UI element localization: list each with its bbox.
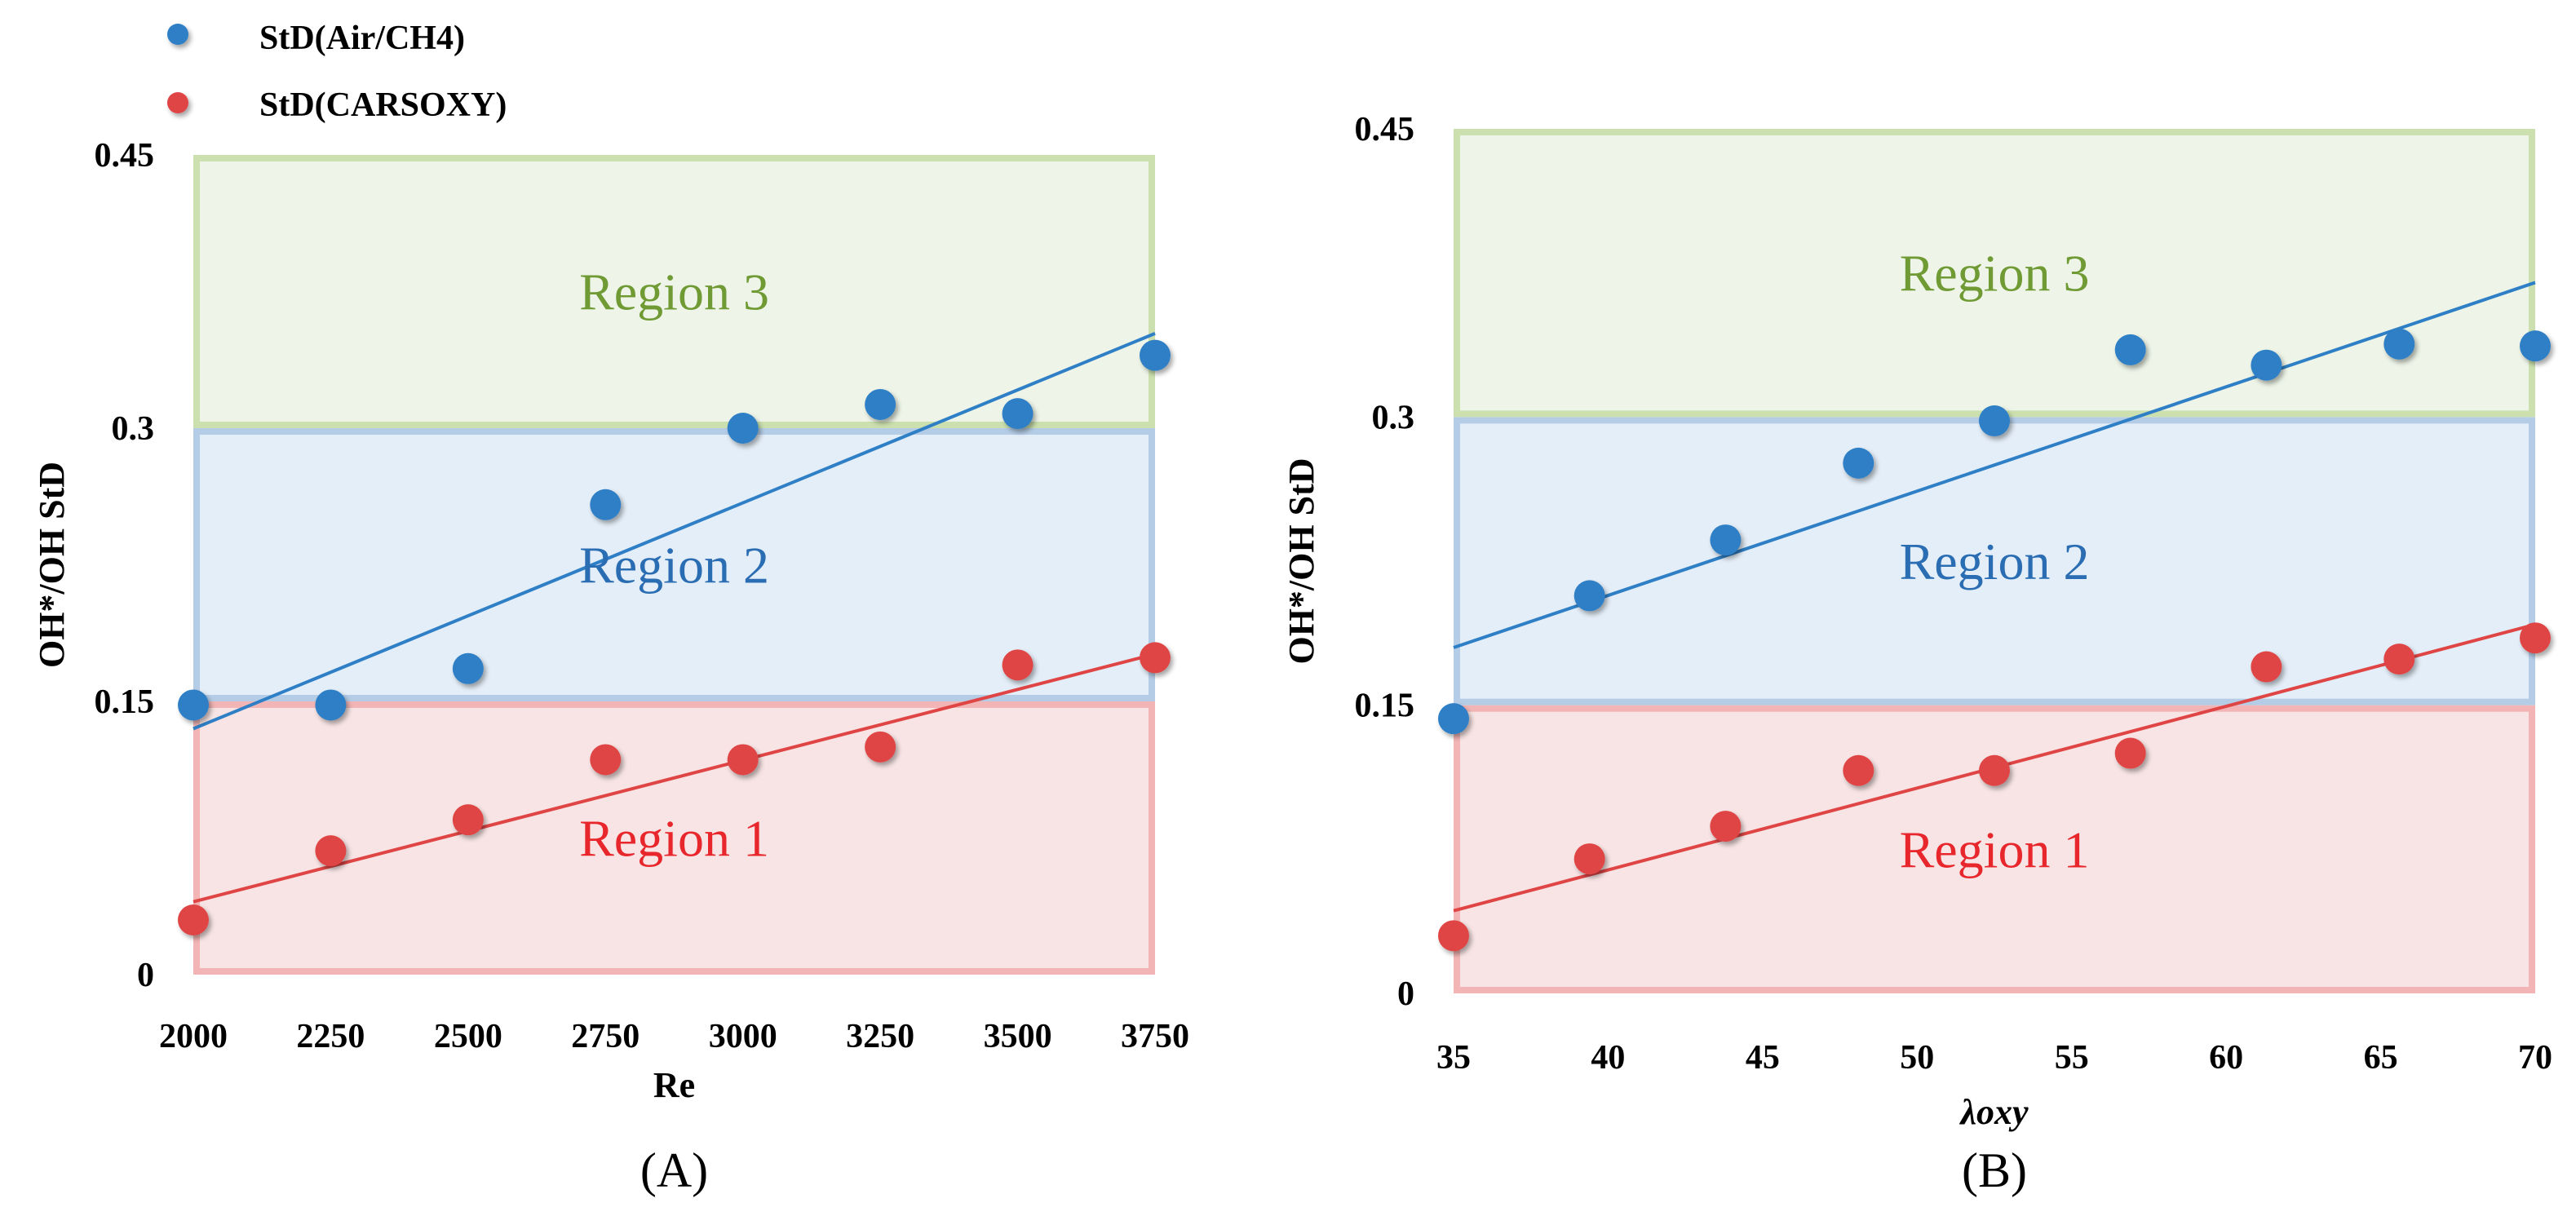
y-axis-title: OH*/OH StD	[1281, 458, 1321, 664]
trendline-blue	[1453, 281, 2536, 649]
data-point-red	[2383, 643, 2415, 675]
x-tick-label: 60	[2209, 1039, 2243, 1077]
data-point-blue	[727, 413, 759, 444]
x-tick-label: 3500	[984, 1018, 1052, 1055]
data-point-blue	[1438, 703, 1469, 735]
data-point-red	[315, 835, 347, 867]
data-point-red	[590, 744, 622, 776]
region-3-label: Region 3	[579, 263, 769, 321]
data-point-blue	[452, 652, 484, 684]
data-point-blue	[590, 489, 622, 520]
y-axis-title: OH*/OH StD	[32, 462, 72, 668]
y-tick-label: 0.45	[1355, 111, 1415, 148]
trendline-red	[193, 652, 1156, 904]
data-point-blue	[865, 388, 896, 420]
x-tick-label: 65	[2364, 1039, 2398, 1077]
data-point-blue	[1573, 580, 1605, 612]
x-tick-label: 3750	[1121, 1018, 1189, 1055]
labels-a: Region 1 Region 2 Region 3	[579, 263, 769, 868]
x-tick-label: 40	[1591, 1039, 1625, 1077]
x-tick-label: 2250	[296, 1018, 365, 1055]
data-point-blue	[2114, 334, 2146, 365]
data-point-red	[1843, 754, 1874, 786]
data-point-blue	[1979, 405, 2010, 437]
data-point-red	[1573, 843, 1605, 875]
axes-a: 0 0.15 0.3 0.45 2000 2250 2500 2750 3000 3250 3500…	[32, 137, 1189, 1197]
region-2-box	[1454, 417, 2535, 705]
data-point-blue	[1710, 524, 1742, 556]
data-point-blue	[1002, 398, 1033, 430]
region-2-label: Region 2	[1900, 533, 2090, 590]
data-point-red	[865, 731, 896, 763]
data-point-red	[1140, 642, 1171, 674]
data-point-red	[1438, 920, 1469, 952]
data-point-red	[2520, 622, 2551, 654]
trendlines-a	[193, 332, 1156, 904]
data-point-red	[2114, 737, 2146, 769]
y-tick-label: 0.15	[95, 683, 155, 721]
data-point-blue	[178, 689, 209, 721]
points-a	[178, 339, 1171, 935]
data-point-blue	[2251, 349, 2282, 381]
data-point-red	[178, 904, 209, 935]
regions-a	[193, 155, 1155, 975]
panel-caption: (A)	[640, 1143, 708, 1197]
legend-label-air-ch4: StD(Air/CH4)	[259, 20, 465, 57]
region-1-box	[193, 701, 1155, 975]
y-tick-label: 0	[1397, 975, 1414, 1013]
x-tick-label: 35	[1436, 1039, 1471, 1077]
axes-b: 0 0.15 0.3 0.45 35 40 45 50 55 60 65 70 OH*/OH StD λo…	[1281, 111, 2552, 1197]
region-1-label: Region 1	[1900, 820, 2090, 878]
legend-label-carsoxy: StD(CARSOXY)	[259, 86, 507, 124]
x-axis-title: λoxy	[1959, 1092, 2029, 1132]
y-tick-label: 0.3	[112, 410, 155, 448]
y-tick-label: 0.15	[1355, 688, 1415, 725]
region-3-box	[1454, 129, 2535, 418]
x-tick-label: 50	[1900, 1039, 1934, 1077]
data-point-blue	[2383, 328, 2415, 360]
data-point-blue	[1843, 447, 1874, 479]
x-tick-label: 2000	[159, 1018, 228, 1055]
data-point-blue	[1140, 339, 1171, 371]
legend: StD(Air/CH4) StD(CARSOXY)	[167, 20, 507, 124]
labels-b: Region 1 Region 2 Region 3	[1900, 245, 2090, 879]
data-point-red	[2251, 651, 2282, 683]
region-3-label: Region 3	[1900, 245, 2090, 303]
panel-caption: (B)	[1962, 1143, 2027, 1197]
data-point-red	[1979, 754, 2010, 786]
chart-panel-b: 0 0.15 0.3 0.45 35 40 45 50 55 60 65 70 OH*/OH StD λo…	[1281, 111, 2552, 1197]
region-3-box	[193, 155, 1155, 428]
region-2-box	[193, 428, 1155, 701]
x-tick-label: 2500	[434, 1018, 502, 1055]
x-tick-label: 55	[2055, 1039, 2089, 1077]
data-point-blue	[2520, 330, 2551, 362]
x-tick-label: 45	[1746, 1039, 1780, 1077]
x-axis-title: Re	[653, 1065, 695, 1105]
x-tick-label: 3000	[709, 1018, 777, 1055]
x-tick-label: 70	[2518, 1039, 2552, 1077]
chart-panel-a: 0 0.15 0.3 0.45 2000 2250 2500 2750 3000 3250 3500…	[32, 137, 1189, 1197]
data-point-red	[727, 744, 759, 776]
data-point-red	[452, 804, 484, 836]
data-point-red	[1710, 811, 1742, 842]
legend-item-carsoxy: StD(CARSOXY)	[167, 86, 507, 124]
y-tick-label: 0	[137, 957, 154, 994]
x-tick-label: 3250	[846, 1018, 914, 1055]
legend-marker-red	[167, 92, 188, 113]
x-tick-label: 2750	[571, 1018, 640, 1055]
y-tick-label: 0.45	[95, 137, 155, 175]
points-b	[1438, 328, 2551, 952]
region-1-label: Region 1	[579, 810, 769, 868]
region-2-label: Region 2	[579, 537, 769, 595]
data-point-blue	[315, 689, 347, 721]
legend-marker-blue	[167, 24, 188, 45]
trendline-blue	[193, 332, 1156, 731]
legend-item-air-ch4: StD(Air/CH4)	[167, 20, 465, 57]
y-tick-label: 0.3	[1372, 399, 1415, 436]
data-point-red	[1002, 649, 1033, 681]
